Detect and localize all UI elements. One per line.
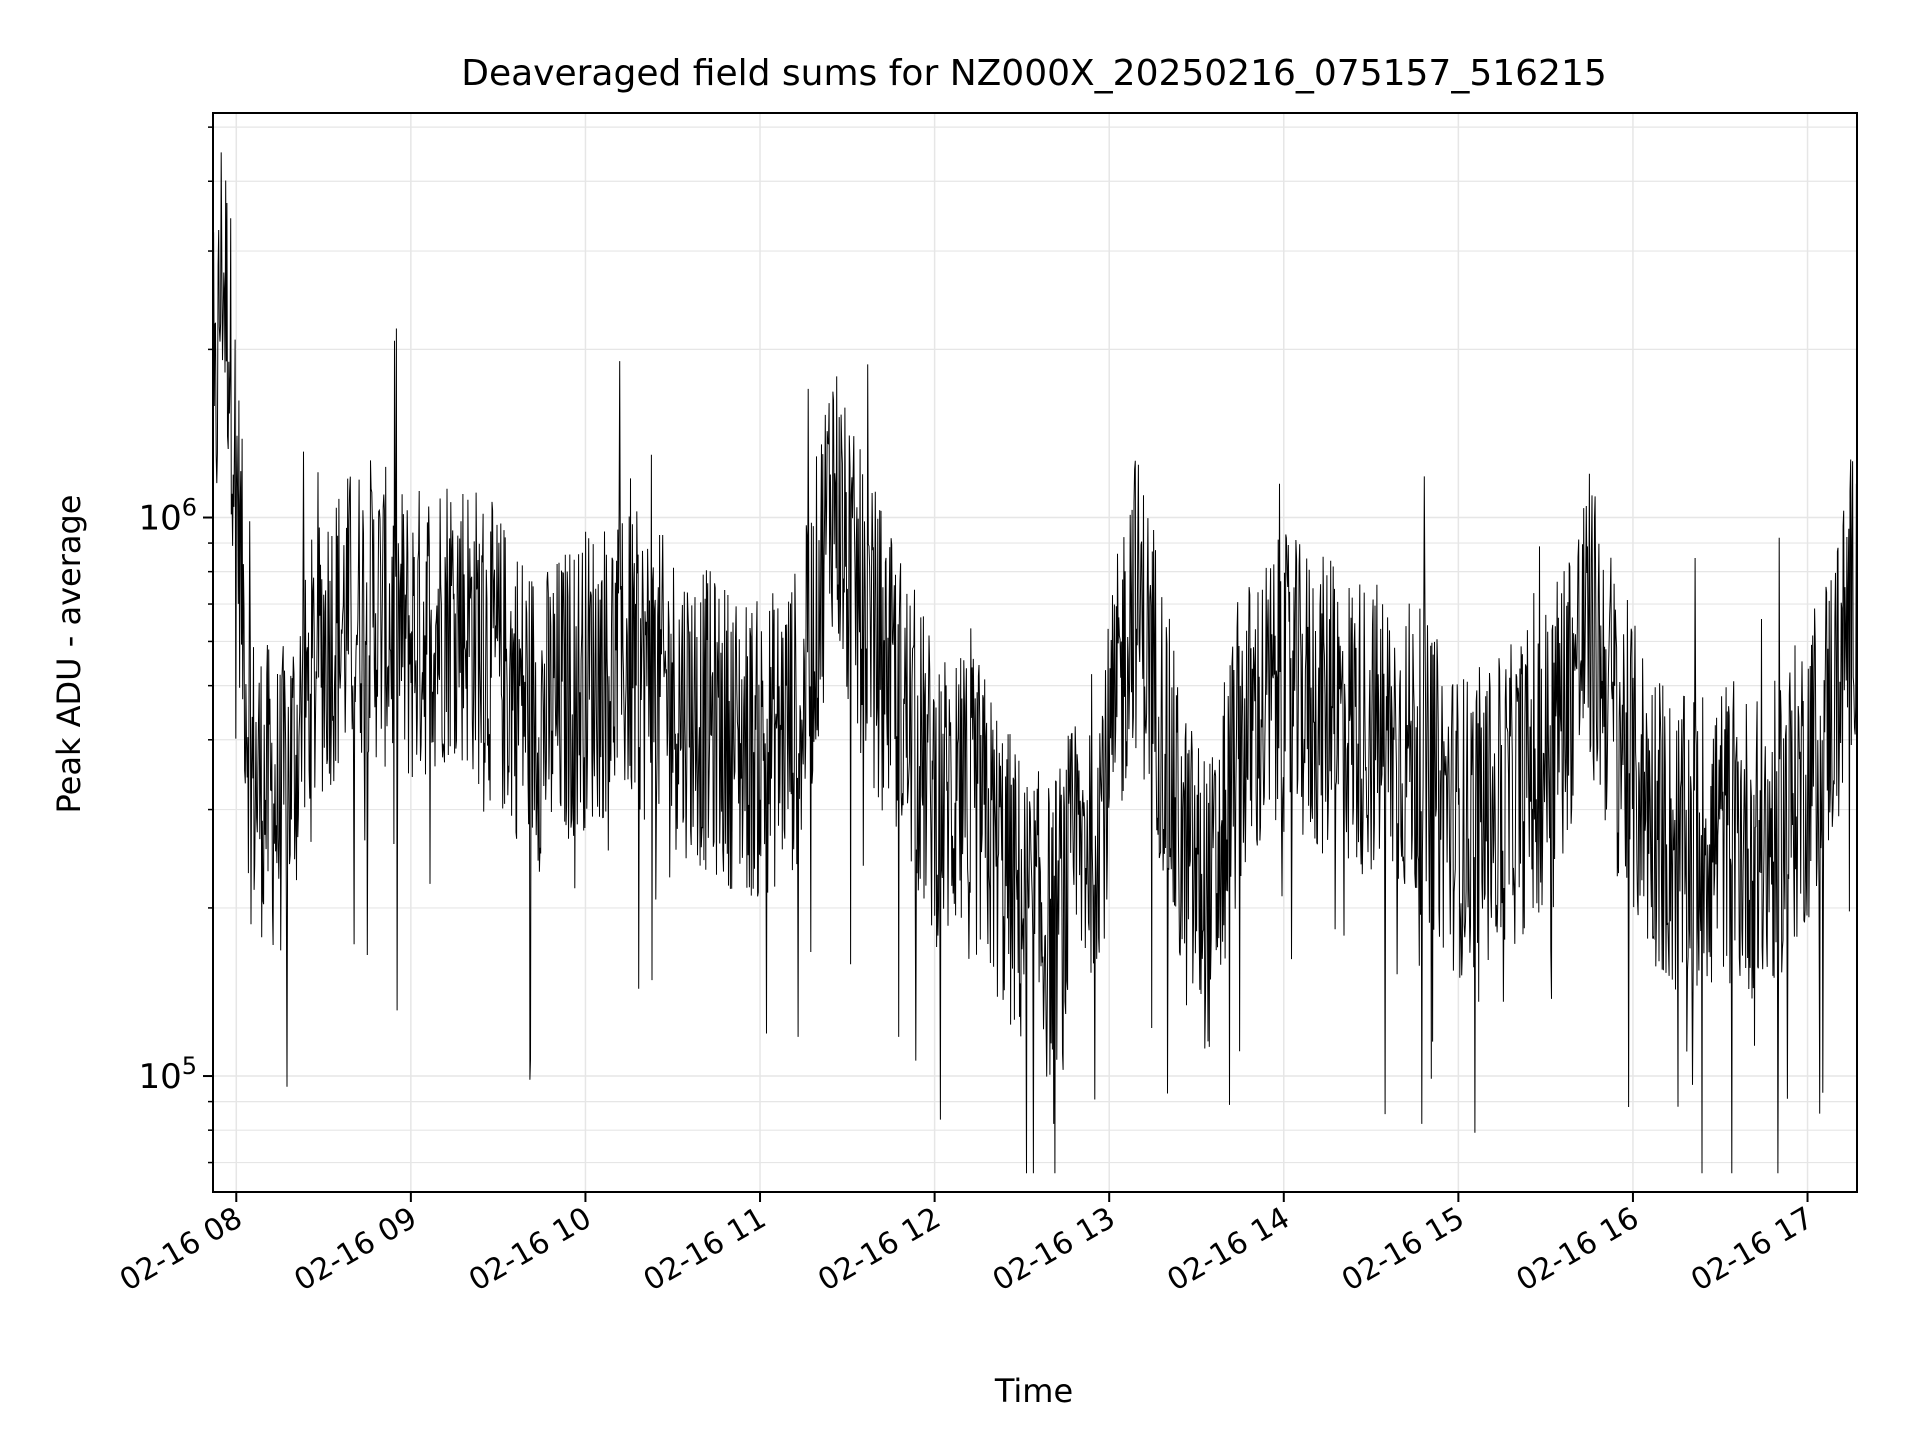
y-tick-label: 106 bbox=[138, 494, 197, 539]
y-axis-label: Peak ADU - average bbox=[50, 495, 88, 814]
series-layer bbox=[212, 152, 1858, 1174]
y-tick-label: 105 bbox=[138, 1052, 197, 1097]
plot-frame bbox=[212, 112, 1858, 1193]
series-line bbox=[212, 152, 1858, 1174]
chart-title: Deaveraged field sums for NZ000X_2025021… bbox=[461, 53, 1607, 94]
x-axis-label: Time bbox=[994, 1372, 1073, 1410]
